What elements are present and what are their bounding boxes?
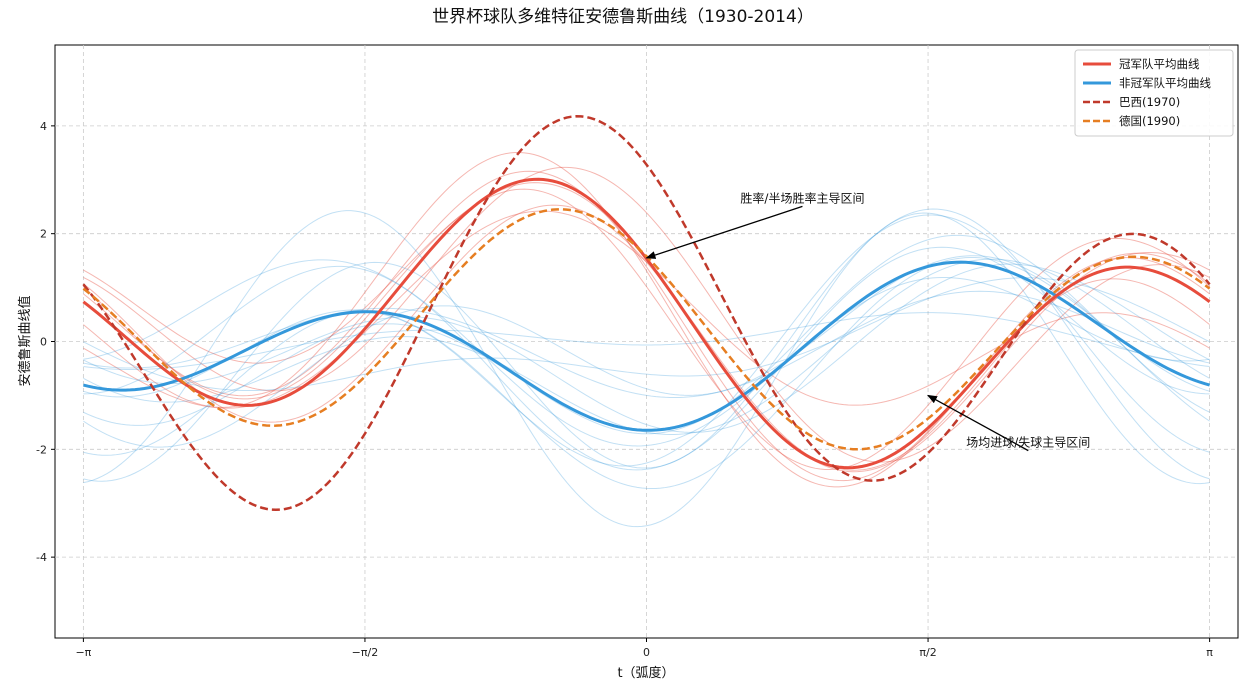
x-tick-label: π <box>1206 646 1213 659</box>
legend-label: 冠军队平均曲线 <box>1119 57 1200 71</box>
nonchampion-team-curve <box>83 290 1210 399</box>
nonchampion-team-curve <box>83 259 1210 447</box>
annotation-label: 胜率/半场胜率主导区间 <box>740 190 864 205</box>
champion-team-curve <box>83 170 1210 482</box>
y-tick-label: 0 <box>40 336 47 349</box>
legend-label: 德国(1990) <box>1119 114 1180 128</box>
y-tick-label: 2 <box>40 228 47 241</box>
grid-layer <box>55 45 1238 638</box>
y-axis-label: 安德鲁斯曲线值 <box>17 295 33 386</box>
annotation-arrow <box>645 205 803 259</box>
nonchampion-team-curve <box>83 214 1210 467</box>
legend-box <box>1074 49 1234 137</box>
champion-team-curve <box>83 210 1210 409</box>
x-tick-label: 0 <box>643 646 650 659</box>
brazil-1970-curve <box>82 115 1211 512</box>
nonchampion-team-curve <box>83 256 1210 490</box>
legend-label: 巴西(1970) <box>1119 95 1180 109</box>
nonchampion-team-curve <box>83 258 1210 435</box>
nonchampion-team-curve <box>83 263 1210 433</box>
x-tick-label: π/2 <box>919 646 936 659</box>
chart-title: 世界杯球队多维特征安德鲁斯曲线（1930-2014） <box>432 7 814 27</box>
champion-team-curve <box>83 166 1210 463</box>
annotation-label: 场均进球/失球主导区间 <box>966 435 1090 450</box>
x-tick-label: −π <box>75 646 91 659</box>
nonchampion-mean-curve <box>83 260 1211 432</box>
nonchampion-team-curve <box>83 208 1210 482</box>
nonchampion-team-curve <box>83 210 1210 528</box>
y-tick-label: -2 <box>36 443 47 456</box>
x-axis-label: t（弧度） <box>617 665 674 681</box>
germany-1990-curve <box>82 208 1211 451</box>
y-tick-label: -4 <box>36 551 47 564</box>
nonchampion-team-curve <box>83 255 1210 448</box>
champion-team-curve <box>83 188 1210 471</box>
y-tick-label: 4 <box>40 120 47 133</box>
tick-layer: −π −π/2 0 π/2 π -4 -2 0 2 4 <box>36 120 1213 659</box>
nonchampion-team-curve <box>83 234 1210 435</box>
team-curves-layer <box>83 151 1210 528</box>
x-tick-label: −π/2 <box>352 646 379 659</box>
annotation-arrow <box>927 394 1029 452</box>
legend-label: 非冠军队平均曲线 <box>1119 76 1211 90</box>
